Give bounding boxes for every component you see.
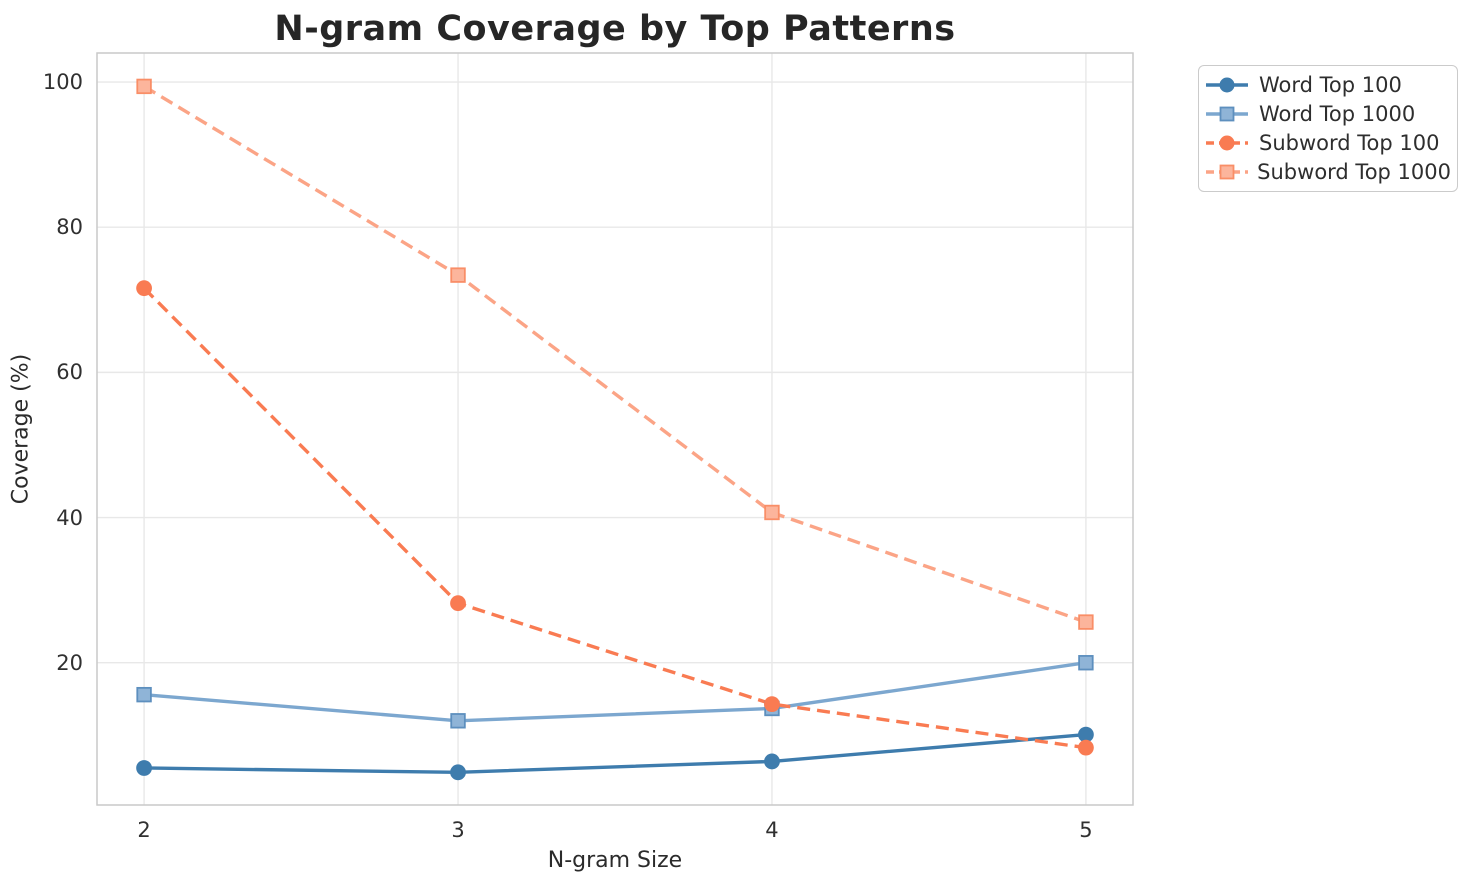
legend-label: Subword Top 1000 [1257, 160, 1451, 185]
marker-word-top-100 [136, 760, 152, 776]
legend-sample-word-top-100 [1206, 77, 1248, 93]
marker-subword-top-100 [764, 696, 780, 713]
marker-word-top-100 [764, 753, 780, 770]
marker-word-top-1000 [450, 713, 466, 729]
marker-subword-top-100 [450, 595, 466, 612]
marker-word-top-100 [450, 764, 466, 781]
plot-border [96, 52, 1134, 806]
marker-subword-top-100 [1078, 739, 1094, 756]
y-tick-label: 100 [42, 70, 83, 95]
marker-word-top-1000 [136, 686, 152, 703]
x-tick-label: 3 [451, 818, 465, 842]
y-tick-label: 20 [56, 650, 83, 675]
legend-item-word-top-100: Word Top 100 [1204, 71, 1451, 99]
x-tick-label: 5 [1079, 818, 1093, 842]
chart-title: N-gram Coverage by Top Patterns [274, 9, 956, 49]
y-tick-label: 60 [56, 360, 83, 385]
series-line-word-top-100 [144, 732, 1087, 775]
marker-subword-top-1000 [1078, 614, 1094, 630]
x-axis-label: N-gram Size [547, 848, 683, 873]
marker-subword-top-1000 [764, 504, 780, 521]
x-tick-label: 4 [765, 818, 779, 842]
legend-marker [1219, 135, 1235, 151]
legend-item-subword-top-100: Subword Top 100 [1204, 129, 1451, 157]
legend-marker [1219, 77, 1235, 93]
x-tick-label: 2 [137, 818, 151, 842]
legend-sample-subword-top-100 [1206, 135, 1248, 151]
legend-item-subword-top-1000: Subword Top 1000 [1204, 158, 1451, 186]
series-line-subword-top-100 [142, 286, 1087, 750]
marker-word-top-1000 [1078, 655, 1094, 671]
y-tick-label: 40 [56, 505, 83, 530]
legend-marker [1219, 106, 1235, 122]
series-line-subword-top-1000 [143, 84, 1087, 624]
legend-label: Word Top 1000 [1259, 101, 1416, 126]
legend-sample-subword-top-1000 [1206, 164, 1248, 180]
legend-item-word-top-1000: Word Top 1000 [1204, 100, 1451, 128]
legend-sample-word-top-1000 [1206, 106, 1248, 122]
legend: Word Top 100 Word Top 1000 Subword Top 100… [1198, 65, 1458, 192]
legend-label: Word Top 100 [1259, 72, 1402, 97]
y-tick-label: 80 [56, 215, 83, 240]
marker-subword-top-1000 [136, 78, 152, 95]
marker-subword-top-100 [136, 280, 152, 297]
marker-subword-top-1000 [450, 267, 466, 283]
legend-marker [1219, 164, 1235, 180]
series-line-word-top-1000 [143, 661, 1087, 723]
legend-label: Subword Top 100 [1259, 131, 1440, 156]
y-axis-label-text: Coverage (%) [8, 353, 34, 505]
